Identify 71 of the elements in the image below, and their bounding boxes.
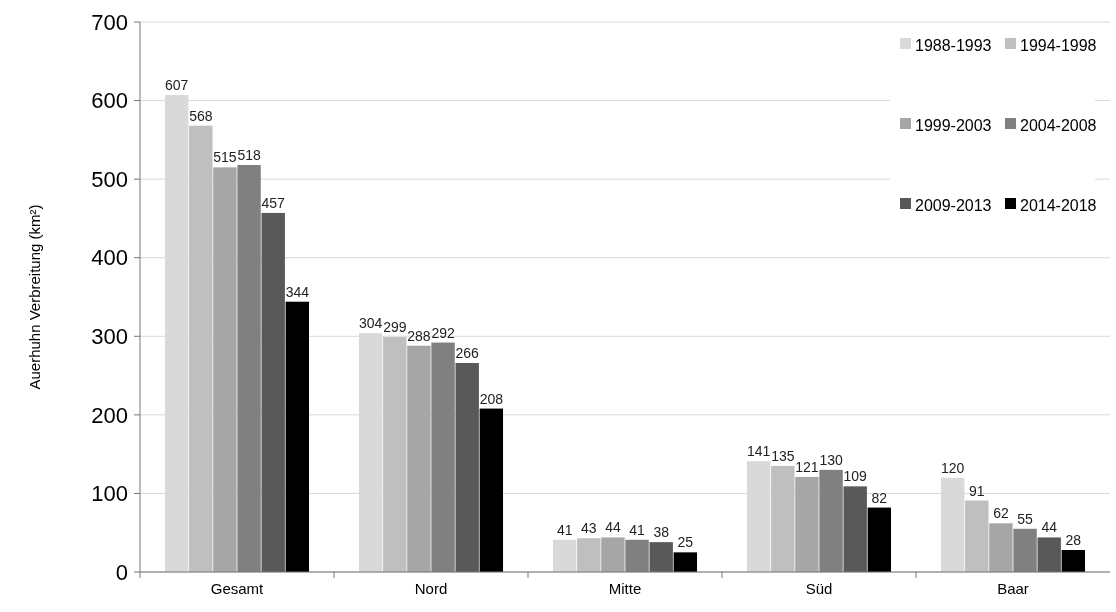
bar (1061, 550, 1086, 572)
data-label: 304 (359, 315, 383, 332)
y-tick-label: 200 (91, 402, 128, 428)
x-tick-label: Baar (997, 580, 1029, 597)
data-label: 518 (237, 147, 261, 163)
bar (1037, 537, 1061, 572)
x-tick-label: Mitte (608, 580, 642, 597)
bar (552, 539, 577, 572)
data-label: 135 (771, 447, 795, 464)
legend-label: 1988-1993 (915, 36, 992, 54)
bar (455, 363, 479, 572)
data-label: 457 (261, 194, 286, 211)
bar (261, 212, 285, 572)
data-label: 130 (819, 451, 843, 468)
bar (479, 408, 504, 572)
data-label: 515 (213, 149, 237, 166)
bar (577, 538, 601, 572)
bar (771, 465, 795, 572)
y-tick-label: 0 (115, 559, 128, 585)
y-tick-label: 400 (91, 245, 128, 271)
data-label: 44 (605, 519, 621, 536)
x-tick-label: Gesamt (210, 580, 265, 597)
data-label: 120 (941, 459, 965, 476)
data-label: 607 (165, 77, 189, 94)
y-tick-label: 600 (91, 88, 128, 114)
legend-label: 1999-2003 (915, 116, 992, 134)
data-label: 121 (795, 458, 819, 475)
data-label: 38 (653, 524, 670, 541)
data-label: 62 (993, 505, 1009, 522)
data-label: 568 (189, 107, 213, 124)
data-label: 292 (431, 324, 455, 341)
bar (843, 486, 867, 572)
data-label: 82 (871, 489, 888, 506)
y-tick-label: 700 (91, 9, 128, 35)
legend-label: 2004-2008 (1020, 116, 1097, 134)
x-tick-label: Süd (805, 580, 833, 597)
data-label: 25 (677, 534, 694, 551)
bar (867, 507, 892, 572)
bar (285, 301, 310, 572)
x-tick-label: Nord (414, 580, 448, 597)
bar (213, 167, 237, 572)
data-label: 44 (1041, 519, 1058, 536)
y-axis-title: Auerhuhn Verbreitung (km²) (26, 204, 43, 390)
legend-label: 2009-2013 (915, 196, 992, 214)
data-label: 109 (843, 468, 868, 485)
data-label: 288 (407, 327, 431, 344)
data-label: 91 (969, 482, 985, 499)
bar (989, 523, 1013, 572)
data-label: 41 (556, 521, 573, 538)
legend-label: 1994-1998 (1020, 36, 1097, 54)
data-label: 55 (1017, 510, 1034, 527)
bar (795, 476, 819, 572)
data-label: 141 (747, 443, 771, 460)
data-label: 266 (455, 345, 480, 361)
bar (407, 345, 431, 572)
bar (673, 552, 698, 572)
bar (649, 542, 673, 572)
y-tick-label: 100 (91, 481, 128, 507)
data-label: 299 (383, 319, 407, 336)
bar (189, 125, 213, 572)
legend-label: 2014-2018 (1020, 196, 1097, 214)
data-label: 208 (479, 390, 504, 407)
data-label: 43 (581, 520, 597, 537)
y-tick-label: 500 (91, 166, 128, 192)
data-label: 28 (1065, 532, 1082, 548)
y-tick-label: 300 (91, 323, 128, 349)
bar (601, 537, 625, 572)
data-label: 344 (285, 283, 310, 300)
data-label: 41 (629, 521, 646, 538)
bar (383, 337, 407, 572)
bar (965, 500, 989, 572)
